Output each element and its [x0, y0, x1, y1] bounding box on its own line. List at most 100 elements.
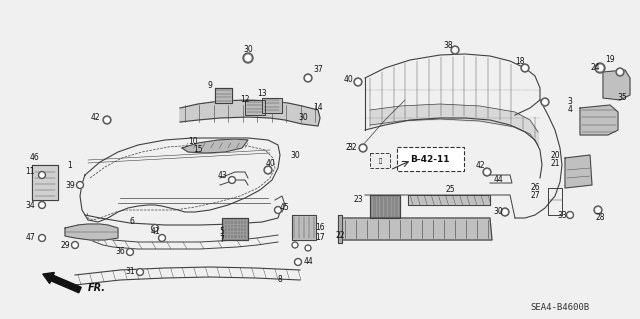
Circle shape: [354, 78, 362, 86]
Text: 36: 36: [115, 248, 125, 256]
Text: 45: 45: [280, 204, 290, 212]
Text: 44: 44: [303, 257, 313, 266]
FancyBboxPatch shape: [397, 147, 464, 171]
Text: 30: 30: [290, 151, 300, 160]
Circle shape: [521, 64, 529, 72]
Circle shape: [128, 250, 132, 254]
Text: 46: 46: [30, 153, 40, 162]
Polygon shape: [292, 215, 316, 240]
Circle shape: [136, 269, 143, 276]
Polygon shape: [338, 215, 342, 243]
Text: 39: 39: [65, 181, 75, 189]
Text: 5: 5: [220, 227, 225, 236]
Circle shape: [276, 208, 280, 212]
Polygon shape: [370, 195, 400, 218]
Circle shape: [453, 48, 457, 52]
Circle shape: [77, 182, 83, 189]
Text: 42: 42: [90, 114, 100, 122]
Text: FR.: FR.: [88, 283, 106, 293]
Circle shape: [38, 234, 45, 241]
Circle shape: [40, 236, 44, 240]
Circle shape: [160, 236, 164, 240]
Circle shape: [292, 242, 298, 248]
Circle shape: [596, 208, 600, 212]
Circle shape: [159, 234, 166, 241]
Circle shape: [501, 208, 509, 216]
Text: 4: 4: [568, 106, 572, 115]
Circle shape: [293, 243, 297, 247]
Circle shape: [105, 118, 109, 122]
Text: 12: 12: [240, 95, 250, 105]
Text: 44: 44: [493, 175, 503, 184]
Text: 30: 30: [243, 46, 253, 55]
Text: 23: 23: [353, 196, 363, 204]
Text: 34: 34: [25, 201, 35, 210]
Circle shape: [245, 55, 251, 61]
Circle shape: [618, 70, 622, 74]
Circle shape: [359, 144, 367, 152]
Text: 43: 43: [217, 170, 227, 180]
Circle shape: [503, 210, 507, 214]
Polygon shape: [580, 105, 618, 135]
Text: 18: 18: [515, 57, 525, 66]
Text: 17: 17: [315, 234, 325, 242]
Text: 9: 9: [207, 80, 212, 90]
Circle shape: [304, 74, 312, 82]
Text: 29: 29: [60, 241, 70, 249]
Circle shape: [230, 178, 234, 182]
Text: 42: 42: [475, 160, 485, 169]
Circle shape: [38, 202, 45, 209]
Text: 32: 32: [347, 144, 357, 152]
Text: 27: 27: [530, 190, 540, 199]
Circle shape: [595, 63, 605, 73]
Circle shape: [72, 241, 79, 249]
Text: 33: 33: [557, 211, 567, 219]
Circle shape: [485, 170, 489, 174]
Polygon shape: [222, 218, 248, 240]
Text: 21: 21: [550, 159, 560, 167]
Polygon shape: [565, 155, 592, 188]
Circle shape: [594, 206, 602, 214]
Circle shape: [597, 65, 603, 71]
Text: 2: 2: [346, 144, 350, 152]
Circle shape: [306, 76, 310, 80]
Circle shape: [73, 243, 77, 247]
Text: 28: 28: [595, 213, 605, 222]
Circle shape: [294, 258, 301, 265]
Text: 25: 25: [445, 186, 455, 195]
Circle shape: [356, 80, 360, 84]
Circle shape: [78, 183, 82, 187]
Circle shape: [228, 176, 236, 183]
Text: 31: 31: [125, 268, 135, 277]
Polygon shape: [65, 224, 118, 240]
Text: SEA4-B4600B: SEA4-B4600B: [531, 303, 589, 313]
Text: 30: 30: [493, 207, 503, 217]
Circle shape: [305, 245, 311, 251]
Text: 35: 35: [617, 93, 627, 102]
Text: 40: 40: [343, 76, 353, 85]
Circle shape: [40, 203, 44, 207]
Text: 47: 47: [25, 234, 35, 242]
Circle shape: [266, 168, 270, 172]
Polygon shape: [408, 195, 490, 205]
Circle shape: [38, 172, 45, 179]
Polygon shape: [32, 165, 58, 200]
Circle shape: [483, 168, 491, 176]
Circle shape: [451, 46, 459, 54]
Circle shape: [616, 68, 624, 76]
Text: B-42-11: B-42-11: [410, 155, 450, 165]
Text: 37: 37: [313, 65, 323, 75]
Text: 10: 10: [188, 137, 198, 146]
Text: 11: 11: [25, 167, 35, 176]
Circle shape: [103, 116, 111, 124]
Text: 20: 20: [550, 151, 560, 160]
Text: 14: 14: [313, 103, 323, 113]
Polygon shape: [182, 139, 248, 153]
Polygon shape: [603, 70, 630, 100]
Text: 1: 1: [68, 160, 72, 169]
Text: 26: 26: [530, 183, 540, 192]
Circle shape: [40, 173, 44, 177]
Text: 6: 6: [129, 218, 134, 226]
Text: 15: 15: [193, 145, 203, 154]
Text: 22: 22: [335, 231, 345, 240]
